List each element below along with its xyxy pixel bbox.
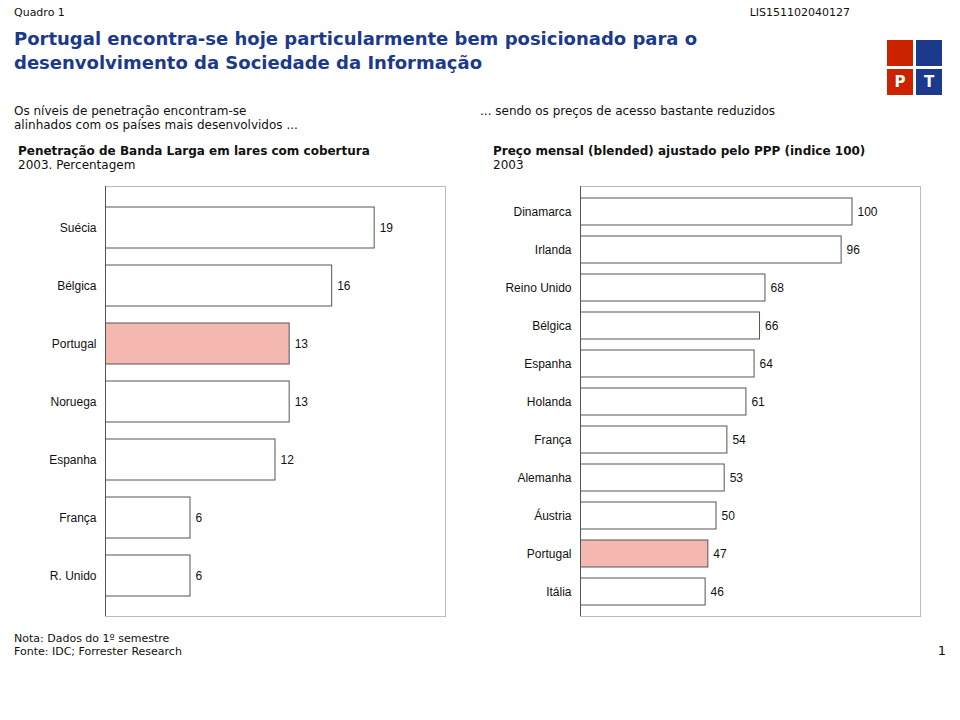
html-text:desenvolvimento da Sociedade d: desenvolvimento da Sociedade da Informaç… xyxy=(14,52,483,74)
svg-text:Bélgica: Bélgica xyxy=(532,319,572,333)
html-text:Nota: Dados do 1º semestre: Nota: Dados do 1º semestre xyxy=(14,632,170,645)
svg-text:68: 68 xyxy=(770,281,784,295)
html-text:1: 1 xyxy=(937,643,946,658)
svg-text:100: 100 xyxy=(858,205,878,219)
svg-text:64: 64 xyxy=(760,357,774,371)
svg-text:Bélgica: Bélgica xyxy=(57,279,97,293)
svg-text:França: França xyxy=(534,433,572,447)
html-text:Os níveis de penetração encont: Os níveis de penetração encontram-se ali… xyxy=(14,104,298,132)
svg-text:R. Unido: R. Unido xyxy=(50,569,97,583)
svg-text:Espanha: Espanha xyxy=(49,453,97,467)
svg-text:16: 16 xyxy=(337,279,351,293)
svg-text:Holanda: Holanda xyxy=(527,395,572,409)
svg-text:Itália: Itália xyxy=(546,585,572,599)
svg-text:19: 19 xyxy=(380,221,394,235)
svg-text:6: 6 xyxy=(196,569,203,583)
svg-text:54: 54 xyxy=(732,433,746,447)
svg-text:Portugal: Portugal xyxy=(52,337,97,351)
svg-text:6: 6 xyxy=(196,511,203,525)
svg-text:53: 53 xyxy=(730,471,744,485)
svg-text:Suécia: Suécia xyxy=(60,221,97,235)
svg-text:66: 66 xyxy=(765,319,779,333)
svg-text:Noruega: Noruega xyxy=(50,395,96,409)
svg-text:Irlanda: Irlanda xyxy=(535,243,572,257)
svg-text:96: 96 xyxy=(847,243,861,257)
html-text:Fonte: IDC; Forrester Research: Fonte: IDC; Forrester Research xyxy=(14,645,182,658)
svg-text:França: França xyxy=(59,511,97,525)
svg-text:13: 13 xyxy=(295,337,309,351)
html-text:P: P xyxy=(894,73,906,91)
svg-text:Áustria: Áustria xyxy=(534,508,572,523)
svg-text:12: 12 xyxy=(281,453,295,467)
html-text:Penetração de Banda Larga em l: Penetração de Banda Larga em lares com c… xyxy=(18,144,370,158)
html-text:LIS151102040127: LIS151102040127 xyxy=(749,6,850,19)
svg-text:13: 13 xyxy=(295,395,309,409)
svg-text:61: 61 xyxy=(751,395,765,409)
html-text:2003. Percentagem: 2003. Percentagem xyxy=(18,158,136,172)
html-text:... sendo os preços de acesso: ... sendo os preços de acesso bastante r… xyxy=(480,104,776,118)
html-text:Quadro 1: Quadro 1 xyxy=(14,6,65,19)
svg-text:Espanha: Espanha xyxy=(524,357,572,371)
svg-text:Reino Unido: Reino Unido xyxy=(505,281,571,295)
html-text:Preço mensal (blended) ajustad: Preço mensal (blended) ajustado pelo PPP… xyxy=(493,144,866,158)
html-text:Portugal encontra-se hoje part: Portugal encontra-se hoje particularment… xyxy=(14,28,698,49)
html-text:T: T xyxy=(923,73,935,91)
svg-text:47: 47 xyxy=(713,547,727,561)
svg-text:Portugal: Portugal xyxy=(527,547,572,561)
svg-text:Dinamarca: Dinamarca xyxy=(513,205,571,219)
svg-text:46: 46 xyxy=(711,585,725,599)
html-text:2003: 2003 xyxy=(493,158,524,172)
svg-text:Alemanha: Alemanha xyxy=(517,471,571,485)
svg-text:50: 50 xyxy=(722,509,736,523)
